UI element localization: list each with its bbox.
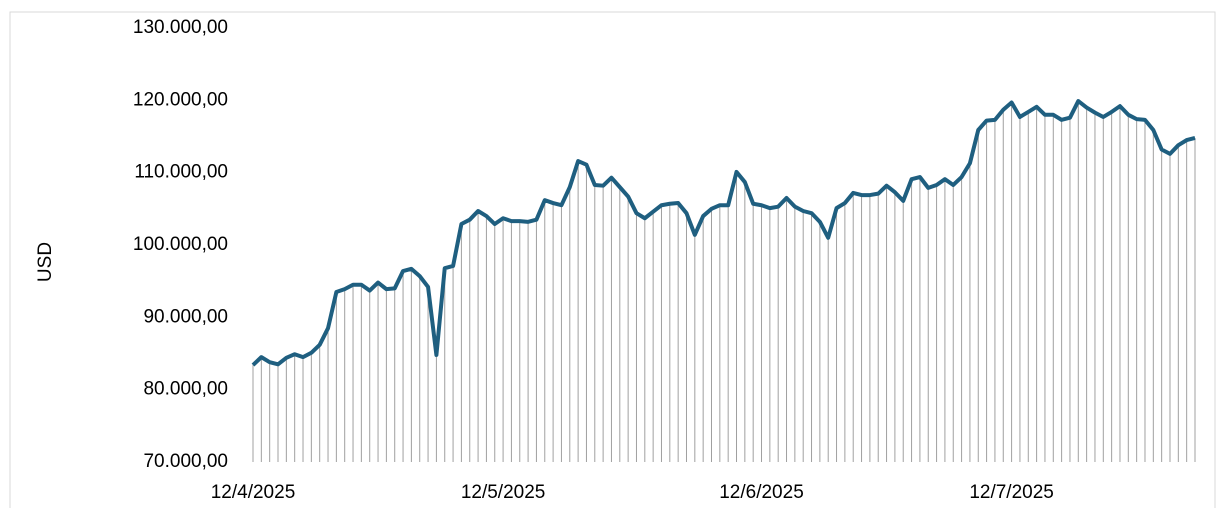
y-tick-label: 90.000,00 — [143, 306, 228, 327]
y-tick-label: 80.000,00 — [143, 379, 228, 400]
y-tick-label: 70.000,00 — [143, 451, 228, 472]
line — [251, 99, 1196, 367]
x-tick-label: 12/6/2025 — [719, 482, 804, 503]
y-tick-label: 110.000,00 — [134, 162, 228, 183]
y-tick-label: 130.000,00 — [133, 17, 228, 38]
chart-border — [9, 11, 1216, 513]
y-tick-label: 100.000,00 — [133, 234, 228, 255]
x-tick-label: 12/4/2025 — [211, 482, 296, 503]
x-tick-label: 12/7/2025 — [969, 482, 1054, 503]
x-tick-label: 12/5/2025 — [461, 482, 546, 503]
y-axis-label: USD — [35, 242, 56, 282]
y-tick-label: 120.000,00 — [133, 89, 228, 110]
